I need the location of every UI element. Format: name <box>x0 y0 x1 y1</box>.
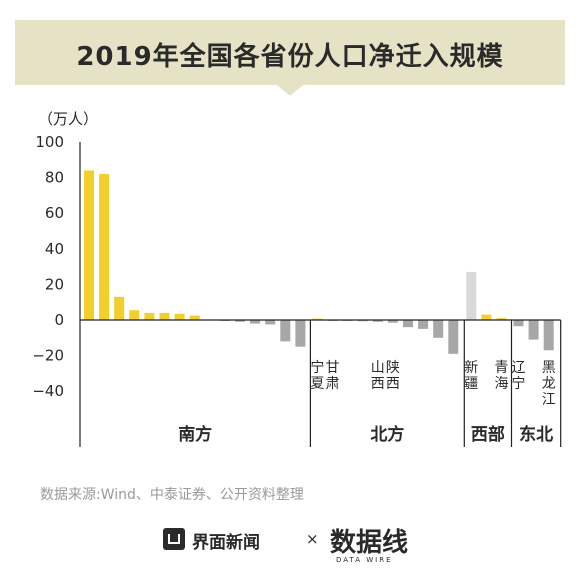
bar-南方-5 <box>159 312 170 320</box>
bar-南方-10 <box>235 320 245 322</box>
datawire-logo-subtext: DATA WIRE <box>336 556 393 564</box>
bar-东北-1 <box>528 320 539 340</box>
bar-北方-6 <box>403 320 413 328</box>
province-label-宁夏: 夏 <box>310 376 324 392</box>
bar-北方-8 <box>433 320 444 338</box>
province-label-山西: 山 <box>371 360 385 376</box>
jiemian-logo-icon <box>163 528 185 550</box>
title-band: 2019年全国各省份人口净迁入规模 <box>0 0 580 100</box>
bar-北方-0 <box>312 318 323 320</box>
province-label-新疆: 疆 <box>464 376 478 392</box>
province-label-黑龙江: 江 <box>542 392 556 408</box>
province-label-黑龙江: 龙 <box>542 376 556 392</box>
y-axis-unit: （万人） <box>38 110 98 128</box>
region-label-0: 南方 <box>178 424 212 445</box>
bar-北方-3 <box>357 320 368 322</box>
bar-南方-11 <box>250 320 261 324</box>
bar-西部-2 <box>496 318 507 320</box>
bar-西部-1 <box>481 314 492 320</box>
title-band-shape <box>15 20 565 99</box>
bar-南方-13 <box>280 320 291 342</box>
region-label-1: 北方 <box>370 424 404 445</box>
bar-东北-2 <box>543 320 554 351</box>
bar-北方-4 <box>372 320 383 322</box>
cross-symbol: × <box>306 530 319 548</box>
y-tick-label: 100 <box>35 133 64 151</box>
province-label-山西: 西 <box>371 376 385 392</box>
y-tick-label: 40 <box>45 240 64 258</box>
bar-南方-1 <box>99 174 110 320</box>
source-note: 数据来源:Wind、中泰证券、公开资料整理 <box>40 487 304 503</box>
province-label-辽宁: 辽 <box>512 360 526 376</box>
bar-南方-0 <box>84 170 94 320</box>
province-label-陕西: 陕 <box>386 360 400 376</box>
province-label-甘肃: 甘 <box>326 360 340 376</box>
province-label-甘肃: 肃 <box>326 376 340 392</box>
bar-南方-7 <box>189 315 200 320</box>
bar-东北-0 <box>513 320 524 327</box>
bar-南方-6 <box>174 313 185 320</box>
y-tick-label: 20 <box>45 275 64 293</box>
bar-北方-9 <box>448 320 459 354</box>
province-label-辽宁: 宁 <box>512 375 526 392</box>
province-label-陕西: 西 <box>386 376 400 392</box>
datawire-logo: 数据线 <box>330 528 409 558</box>
province-label-黑龙江: 黑 <box>542 360 556 376</box>
region-label-2: 西部 <box>471 424 505 445</box>
province-label-宁夏: 宁 <box>310 359 324 376</box>
jiemian-brand: 界面新闻 <box>192 533 260 553</box>
bar-北方-5 <box>387 320 398 323</box>
bar-西部-0 <box>466 271 477 320</box>
region-label-3: 东北 <box>519 424 553 445</box>
bar-南方-2 <box>114 296 125 320</box>
bar-南方-4 <box>144 312 155 320</box>
y-tick-label: −40 <box>32 382 64 400</box>
bar-北方-7 <box>418 320 429 329</box>
province-label-青海: 青 <box>495 360 509 376</box>
y-tick-label: 0 <box>54 311 64 329</box>
bar-南方-12 <box>265 320 276 325</box>
province-label-新疆: 新 <box>464 360 478 376</box>
chart-title: 2019年全国各省份人口净迁入规模 <box>76 42 504 72</box>
y-tick-label: 60 <box>45 204 64 222</box>
bar-南方-3 <box>129 310 140 320</box>
y-tick-label: −20 <box>32 347 64 365</box>
y-tick-label: 80 <box>45 169 64 187</box>
province-label-青海: 海 <box>495 376 509 392</box>
bar-南方-14 <box>295 320 306 347</box>
